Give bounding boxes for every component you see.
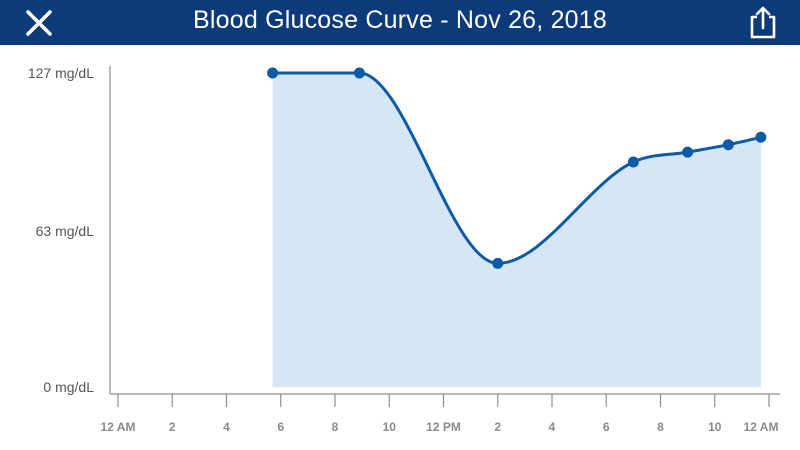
close-button[interactable]: [22, 6, 56, 40]
share-icon: [750, 6, 776, 39]
x-tick-label: 12 PM: [426, 420, 461, 434]
x-tick-label: 12 AM: [101, 420, 136, 434]
x-tick-label: 12 AM: [744, 420, 779, 434]
x-tick-label: 10: [383, 420, 397, 434]
glucose-data-point[interactable]: [722, 139, 734, 151]
share-button[interactable]: [746, 4, 780, 40]
x-tick-label: 6: [277, 420, 284, 434]
x-tick-label: 4: [223, 420, 230, 434]
x-tick-label: 8: [657, 420, 664, 434]
y-tick-label: 0 mg/dL: [43, 379, 94, 395]
glucose-data-point[interactable]: [682, 146, 694, 158]
x-tick-label: 8: [332, 420, 339, 434]
x-tick-label: 6: [603, 420, 610, 434]
y-tick-label: 127 mg/dL: [28, 65, 94, 81]
glucose-data-point[interactable]: [627, 156, 639, 168]
top-bar: Blood Glucose Curve - Nov 26, 2018: [0, 0, 800, 45]
x-tick-label: 2: [494, 420, 501, 434]
close-icon: [26, 10, 52, 36]
y-tick-label: 63 mg/dL: [36, 223, 95, 239]
page-title: Blood Glucose Curve - Nov 26, 2018: [193, 6, 607, 34]
glucose-data-point[interactable]: [353, 67, 365, 79]
glucose-data-point[interactable]: [267, 67, 279, 79]
x-tick-label: 10: [708, 420, 722, 434]
x-tick-label: 4: [549, 420, 556, 434]
x-tick-label: 2: [169, 420, 176, 434]
glucose-area-fill: [272, 73, 761, 387]
glucose-data-point[interactable]: [492, 257, 504, 269]
glucose-data-point[interactable]: [755, 131, 767, 143]
